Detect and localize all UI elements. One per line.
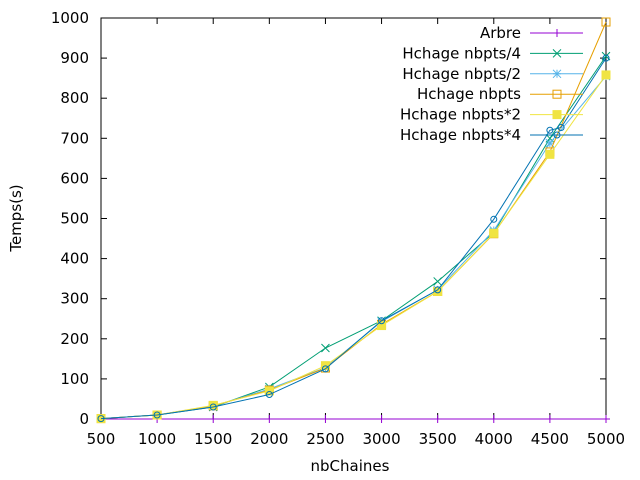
axis-ticks [100, 17, 607, 420]
data-point [377, 415, 386, 423]
data-point [321, 365, 329, 373]
plot-frame [100, 17, 607, 420]
data-point [601, 70, 611, 80]
x-tick-label: 4500 [531, 430, 569, 448]
data-point [209, 415, 218, 423]
x-tick-label: 4000 [475, 430, 513, 448]
data-point [545, 415, 554, 423]
y-tick-label: 600 [60, 169, 89, 187]
data-point [433, 415, 442, 423]
data-point [602, 54, 610, 62]
series-line [100, 21, 607, 420]
series-2 [96, 71, 611, 423]
y-tick-label: 300 [60, 290, 89, 308]
data-point [489, 415, 498, 423]
y-tick-label: 100 [60, 370, 89, 388]
legend-item-3: Hchage nbpts [417, 85, 583, 103]
data-point [490, 215, 498, 223]
y-tick-label: 400 [60, 250, 89, 268]
x-tick-label: 2000 [250, 430, 288, 448]
y-tick-label: 700 [60, 129, 89, 147]
legend-label: Hchage nbpts*2 [400, 106, 521, 124]
data-point [378, 317, 386, 325]
legend-marker [553, 29, 561, 37]
data-point [321, 415, 330, 423]
legend-marker [552, 89, 562, 99]
data-point [601, 17, 611, 27]
data-point [265, 391, 273, 399]
legend-item-5: Hchage nbpts*4 [400, 126, 583, 144]
data-point [97, 415, 105, 423]
x-tick-label: 5000 [587, 430, 625, 448]
data-point [546, 126, 554, 134]
data-point [602, 415, 610, 423]
data-point [377, 321, 387, 331]
series-line [100, 57, 607, 420]
legend-item-0: Arbre [480, 24, 583, 42]
y-tick-label: 800 [60, 89, 89, 107]
data-point [545, 138, 555, 148]
data-point [545, 149, 555, 159]
data-point [433, 286, 443, 296]
data-point [434, 286, 442, 294]
series-5 [97, 54, 610, 423]
data-point [489, 228, 499, 238]
x-tick-label: 1000 [138, 430, 176, 448]
legend-item-1: Hchage nbpts/4 [402, 44, 583, 62]
data-point [208, 400, 218, 410]
x-tick-label: 2500 [306, 430, 344, 448]
y-tick-label: 1000 [51, 9, 89, 27]
x-axis-title: nbChaines [311, 457, 390, 475]
x-tick-label: 1500 [194, 430, 232, 448]
series-line [100, 74, 607, 420]
x-tick-label: 3500 [419, 430, 457, 448]
legend-label: Hchage nbpts/2 [402, 65, 521, 83]
series-1 [96, 51, 611, 423]
legend-item-4: Hchage nbpts*2 [400, 106, 583, 124]
y-tick-label: 900 [60, 49, 89, 67]
legend: Arbre Hchage nbpts/4 Hchage nbpts/2 Hchage … [400, 24, 583, 144]
y-tick-label: 0 [79, 410, 89, 428]
data-point [557, 123, 565, 131]
legend-label: Arbre [480, 24, 521, 42]
legend-marker [552, 110, 562, 120]
legend-label: Hchage nbpts [417, 85, 521, 103]
y-tick-label: 500 [60, 210, 89, 228]
legend-label: Hchage nbpts*4 [400, 126, 521, 144]
x-tick-label: 500 [87, 430, 116, 448]
y-axis-title: Temps(s) [7, 184, 25, 252]
legend-marker [553, 131, 561, 139]
y-tick-label: 200 [60, 330, 89, 348]
series-line [100, 55, 607, 420]
series-group [96, 17, 611, 424]
data-point [209, 403, 217, 411]
series-4 [96, 70, 611, 424]
data-point [153, 411, 161, 419]
data-point [265, 415, 274, 423]
legend-marker [552, 49, 562, 58]
y-tick-labels: 0 100 200 300 400 500 600 700 800 900 1000 [51, 9, 89, 428]
legend-label: Hchage nbpts/4 [402, 44, 521, 62]
data-point [321, 343, 330, 353]
series-0 [97, 415, 610, 423]
x-tick-label: 3000 [362, 430, 400, 448]
legend-item-2: Hchage nbpts/2 [402, 65, 583, 83]
legend-marker [552, 69, 562, 79]
series-line [100, 75, 607, 420]
x-tick-labels: 500 1000 1500 2000 2500 3000 3500 4000 4500 5000 [87, 430, 625, 448]
series-3 [96, 17, 611, 424]
data-point [433, 277, 443, 286]
